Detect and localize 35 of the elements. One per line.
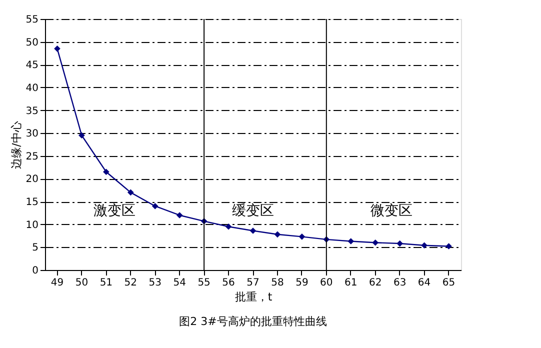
x-tick-label: 64: [418, 278, 431, 288]
x-tick-label: 54: [173, 278, 186, 288]
x-tick-label: 56: [222, 278, 235, 288]
x-tick-label: 55: [198, 278, 210, 288]
x-tick-label: 49: [50, 278, 64, 288]
x-tick-label: 51: [100, 278, 113, 288]
x-tick-label: 65: [442, 278, 456, 288]
x-tick-label: 50: [75, 278, 88, 288]
x-tick-label: 59: [296, 278, 308, 288]
annotation: 微变区: [370, 203, 413, 219]
y-tick-label: 30: [26, 128, 38, 140]
y-tick-label: 35: [26, 106, 38, 117]
x-tick-label: 63: [393, 278, 406, 288]
annotation: 缓变区: [232, 203, 274, 219]
y-tick-label: 25: [26, 151, 38, 162]
y-tick-label: 5: [32, 242, 38, 254]
y-tick-label: 55: [26, 14, 38, 26]
x-tick-label: 58: [271, 278, 284, 288]
annotation: 激变区: [93, 203, 136, 219]
x-axis-title: 批重，t: [234, 290, 273, 304]
y-tick-label: 10: [26, 220, 38, 231]
y-tick-label: 15: [26, 197, 38, 208]
y-tick-label: 20: [26, 174, 38, 186]
x-tick-label: 53: [148, 278, 162, 288]
y-tick-label: 50: [26, 37, 38, 48]
x-tick-label: 57: [246, 278, 260, 288]
y-tick-label: 40: [26, 82, 38, 94]
x-tick-label: 52: [124, 278, 138, 288]
x-tick-label: 60: [320, 278, 333, 288]
y-tick-label: 0: [32, 266, 38, 276]
text: 图2 3#号高炉的批重特性曲线: [179, 315, 327, 328]
y-axis-title: 边缘/中心: [10, 121, 23, 169]
x-tick-label: 61: [344, 278, 358, 288]
x-tick-label: 62: [368, 278, 382, 288]
y-tick-label: 45: [26, 60, 38, 72]
